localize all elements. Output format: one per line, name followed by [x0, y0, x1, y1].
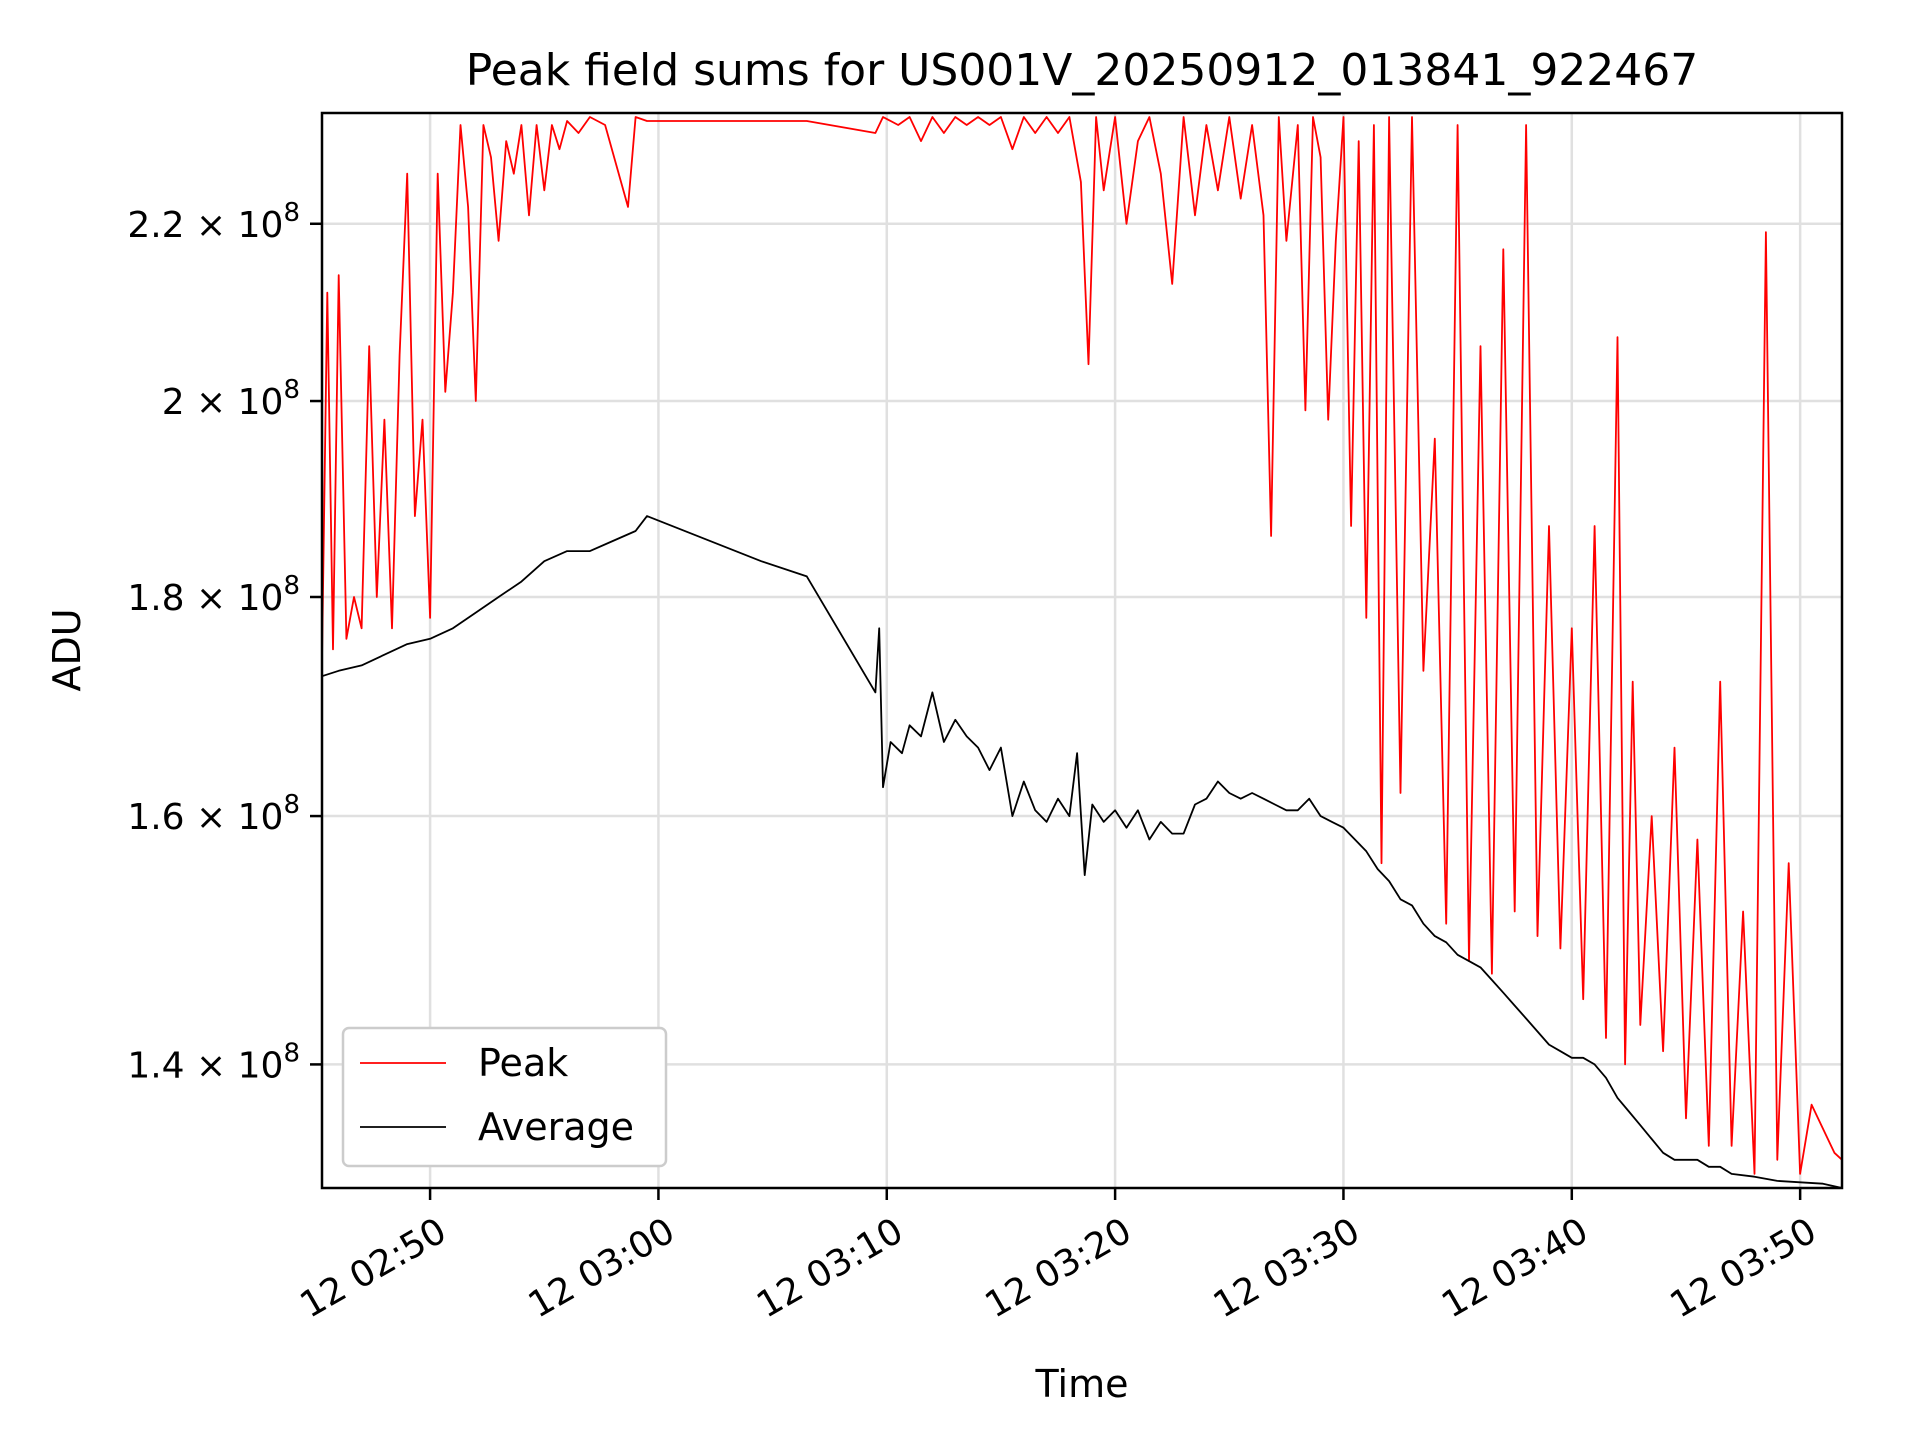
- y-tick-label: 2 × 108: [162, 375, 300, 423]
- legend: Peak Average: [341, 1026, 668, 1168]
- y-tick-exponent: 8: [283, 790, 300, 820]
- y-tick-mantissa: 1.8 × 10: [127, 578, 283, 619]
- x-tick-label: 12 03:20: [978, 1210, 1138, 1326]
- y-tick-exponent: 8: [283, 198, 300, 228]
- y-tick-label: 1.6 × 108: [127, 790, 300, 838]
- y-tick-exponent: 8: [283, 1038, 300, 1068]
- x-axis-label: Time: [1035, 1362, 1129, 1406]
- y-tick-mantissa: 2.2 × 10: [127, 205, 283, 246]
- series-line-peak: [321, 116, 1843, 1175]
- y-tick-label: 2.2 × 108: [127, 198, 300, 246]
- series-line-average: [321, 515, 1843, 1189]
- x-tick-label: 12 03:50: [1664, 1210, 1824, 1326]
- y-tick-mantissa: 2 × 10: [162, 382, 284, 423]
- series-layer: [321, 116, 1843, 1189]
- y-axis-label: ADU: [45, 608, 89, 691]
- legend-label-average: Average: [478, 1105, 634, 1149]
- x-tick-label: 12 03:00: [522, 1210, 682, 1326]
- y-tick-exponent: 8: [283, 375, 300, 405]
- y-tick-label: 1.4 × 108: [127, 1038, 300, 1086]
- legend-label-peak: Peak: [478, 1041, 568, 1085]
- y-tick-exponent: 8: [283, 571, 300, 601]
- y-tick-mantissa: 1.6 × 10: [127, 797, 283, 838]
- y-tick-mantissa: 1.4 × 10: [127, 1045, 283, 1086]
- x-tick-label: 12 03:10: [750, 1210, 910, 1326]
- x-tick-label: 12 02:50: [293, 1210, 453, 1326]
- chart-title: Peak field sums for US001V_20250912_0138…: [466, 45, 1699, 96]
- y-tick-label: 1.8 × 108: [127, 571, 300, 619]
- x-tick-label: 12 03:40: [1435, 1210, 1595, 1326]
- plot-frame: [320, 111, 1844, 1190]
- x-tick-label: 12 03:30: [1207, 1210, 1367, 1326]
